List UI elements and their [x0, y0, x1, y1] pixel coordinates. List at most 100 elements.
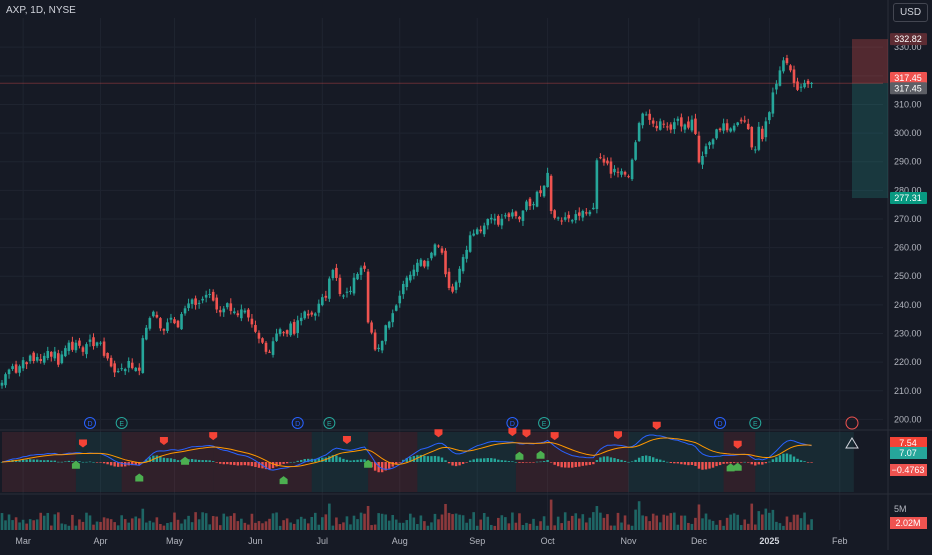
- candle-body: [352, 277, 356, 294]
- x-tick-label: Nov: [621, 536, 638, 546]
- macd-hist-bar: [412, 455, 416, 462]
- volume-bar: [4, 520, 7, 530]
- volume-bar: [190, 522, 194, 530]
- volume-bar: [753, 524, 757, 530]
- y-tick-label: 300.00: [894, 128, 922, 138]
- candle-body: [201, 298, 204, 301]
- volume-bar: [609, 525, 613, 530]
- event-label: D: [510, 421, 515, 428]
- candle: [180, 312, 183, 330]
- macd-hist-bar: [21, 459, 25, 462]
- candle-body: [74, 342, 78, 351]
- candle: [155, 311, 159, 319]
- candle: [18, 364, 21, 377]
- volume-bar: [159, 524, 162, 530]
- volume-bar: [106, 518, 109, 530]
- volume-bar: [278, 525, 282, 530]
- candle: [233, 307, 236, 315]
- macd-hist-bar: [338, 457, 342, 462]
- candle-body: [250, 318, 254, 325]
- candle: [398, 290, 402, 308]
- candle-body: [806, 80, 810, 85]
- volume-value-tag: [890, 517, 927, 529]
- volume-bar: [627, 524, 630, 530]
- candle-body: [116, 371, 120, 373]
- candle: [778, 66, 782, 87]
- macd-hist-bar: [585, 462, 588, 466]
- macd-hist-bar: [250, 462, 254, 467]
- macd-hist-bar: [109, 462, 113, 466]
- volume-bar: [261, 523, 264, 530]
- candle: [380, 340, 384, 354]
- candle: [426, 258, 430, 270]
- macd-hist-bar: [687, 462, 690, 466]
- macd-hist-bar: [303, 459, 306, 462]
- candle-body: [229, 303, 233, 311]
- volume-bar: [433, 513, 437, 530]
- volume-bar: [222, 513, 226, 530]
- candle: [592, 202, 595, 210]
- candle: [391, 309, 395, 328]
- candle: [757, 121, 761, 152]
- candle-body: [394, 305, 398, 311]
- macd-hist-bar: [574, 462, 577, 468]
- macd-hist-bar: [426, 456, 430, 462]
- volume-bar: [662, 514, 666, 530]
- volume-bar: [116, 525, 120, 530]
- candle-body: [778, 70, 782, 86]
- volume-bar: [123, 519, 127, 530]
- candle: [197, 300, 201, 309]
- candle-body: [39, 359, 43, 362]
- macd-hist-bar: [243, 462, 247, 466]
- candle: [549, 174, 553, 215]
- candle-body: [613, 168, 616, 173]
- x-tick-label: Aug: [392, 536, 408, 546]
- volume-bar: [64, 524, 67, 530]
- candle-body: [366, 271, 370, 323]
- candle-body: [641, 113, 644, 126]
- volume-bar: [176, 519, 180, 530]
- candle: [303, 310, 307, 320]
- candle-body: [49, 351, 53, 357]
- stop-price-label-text: 277.31: [894, 193, 922, 203]
- volume-bar: [542, 516, 546, 530]
- macd-hist-bar: [356, 459, 359, 462]
- y-tick-label: 260.00: [894, 243, 922, 253]
- candle-body: [240, 309, 243, 319]
- macd-hist-bar: [806, 462, 810, 463]
- candle-body: [145, 327, 148, 340]
- candle: [218, 306, 222, 317]
- candle-body: [278, 329, 282, 335]
- volume-bar: [482, 513, 486, 530]
- candle: [680, 113, 683, 132]
- candle: [285, 329, 289, 337]
- volume-bar: [680, 515, 683, 530]
- macd-hist-bar: [715, 462, 718, 467]
- candle-body: [669, 124, 673, 130]
- macd-hist-bar: [736, 462, 739, 463]
- currency-button[interactable]: USD: [893, 3, 928, 22]
- volume-bar: [757, 511, 761, 530]
- volume-bar: [78, 519, 81, 530]
- candle-body: [373, 332, 377, 350]
- candle: [732, 123, 736, 133]
- candle-body: [187, 303, 190, 309]
- candle-body: [665, 126, 669, 128]
- volume-bar: [169, 522, 173, 530]
- candle: [412, 264, 416, 280]
- candle-body: [335, 267, 338, 278]
- candle-body: [637, 123, 641, 142]
- candle-body: [92, 337, 95, 347]
- macd-hist-bar: [775, 457, 778, 462]
- macd-hist-bar: [349, 460, 352, 462]
- candle: [461, 254, 465, 274]
- candle-body: [447, 271, 451, 288]
- candle-body: [532, 204, 535, 206]
- volume-bar: [187, 515, 190, 530]
- candle-body: [64, 348, 67, 357]
- volume-bar: [67, 525, 71, 530]
- candle-body: [292, 322, 296, 334]
- candle-body: [391, 313, 395, 323]
